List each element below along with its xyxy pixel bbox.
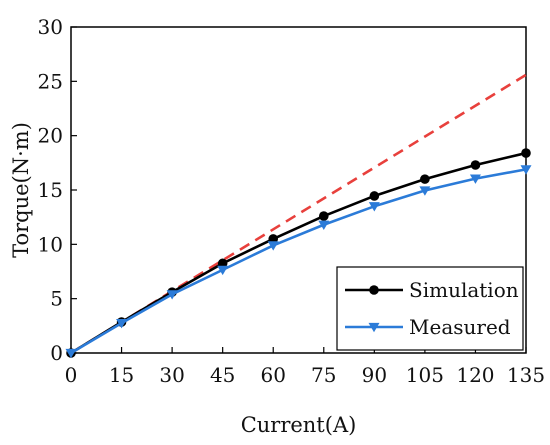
data-point <box>470 160 481 170</box>
data-point <box>217 265 229 276</box>
y-axis-label: Torque(N·m) <box>9 122 33 258</box>
data-point <box>65 348 77 359</box>
legend-marker <box>369 285 379 295</box>
x-tick-label: 60 <box>260 363 285 387</box>
data-point <box>166 290 178 300</box>
data-point <box>116 318 128 329</box>
y-tick-label: 5 <box>50 287 63 311</box>
y-tick-label: 30 <box>38 15 63 39</box>
legend-label: Measured <box>409 315 511 339</box>
x-tick-label: 0 <box>65 363 78 387</box>
data-point <box>368 202 380 212</box>
x-tick-label: 120 <box>456 363 494 387</box>
series-layer <box>65 73 532 359</box>
x-axis-label: Current(A) <box>241 413 357 437</box>
y-tick-label: 20 <box>38 124 63 148</box>
y-tick-label: 0 <box>50 341 63 365</box>
data-point <box>419 186 431 196</box>
x-tick-label: 105 <box>406 363 444 387</box>
y-axis: 0 5 10 15 20 25 30 <box>38 15 77 365</box>
series-line <box>70 168 527 355</box>
series-measured <box>65 165 532 359</box>
x-tick-label: 30 <box>159 363 184 387</box>
x-tick-label: 15 <box>109 363 134 387</box>
legend-marker <box>368 322 380 333</box>
y-tick-label: 10 <box>38 232 63 256</box>
data-point <box>420 174 430 184</box>
data-point <box>318 220 330 230</box>
x-tick-label: 45 <box>210 363 235 387</box>
legend-label: Simulation <box>409 278 519 302</box>
x-tick-label: 90 <box>362 363 387 387</box>
data-point <box>267 241 279 251</box>
x-axis: 0 15 30 45 60 75 90 105 120 135 <box>65 347 545 387</box>
legend-box <box>336 266 524 351</box>
data-point <box>469 174 481 184</box>
y-tick-label: 15 <box>38 178 63 202</box>
series-line <box>70 151 527 355</box>
x-tick-label: 135 <box>507 363 545 387</box>
data-point <box>521 148 531 158</box>
series-simulation <box>66 148 531 358</box>
x-tick-label: 75 <box>311 363 336 387</box>
data-point <box>369 191 380 201</box>
y-tick-label: 25 <box>38 69 63 93</box>
data-point <box>520 165 532 175</box>
data-point <box>318 211 329 221</box>
legend: Simulation Measured <box>336 266 524 351</box>
